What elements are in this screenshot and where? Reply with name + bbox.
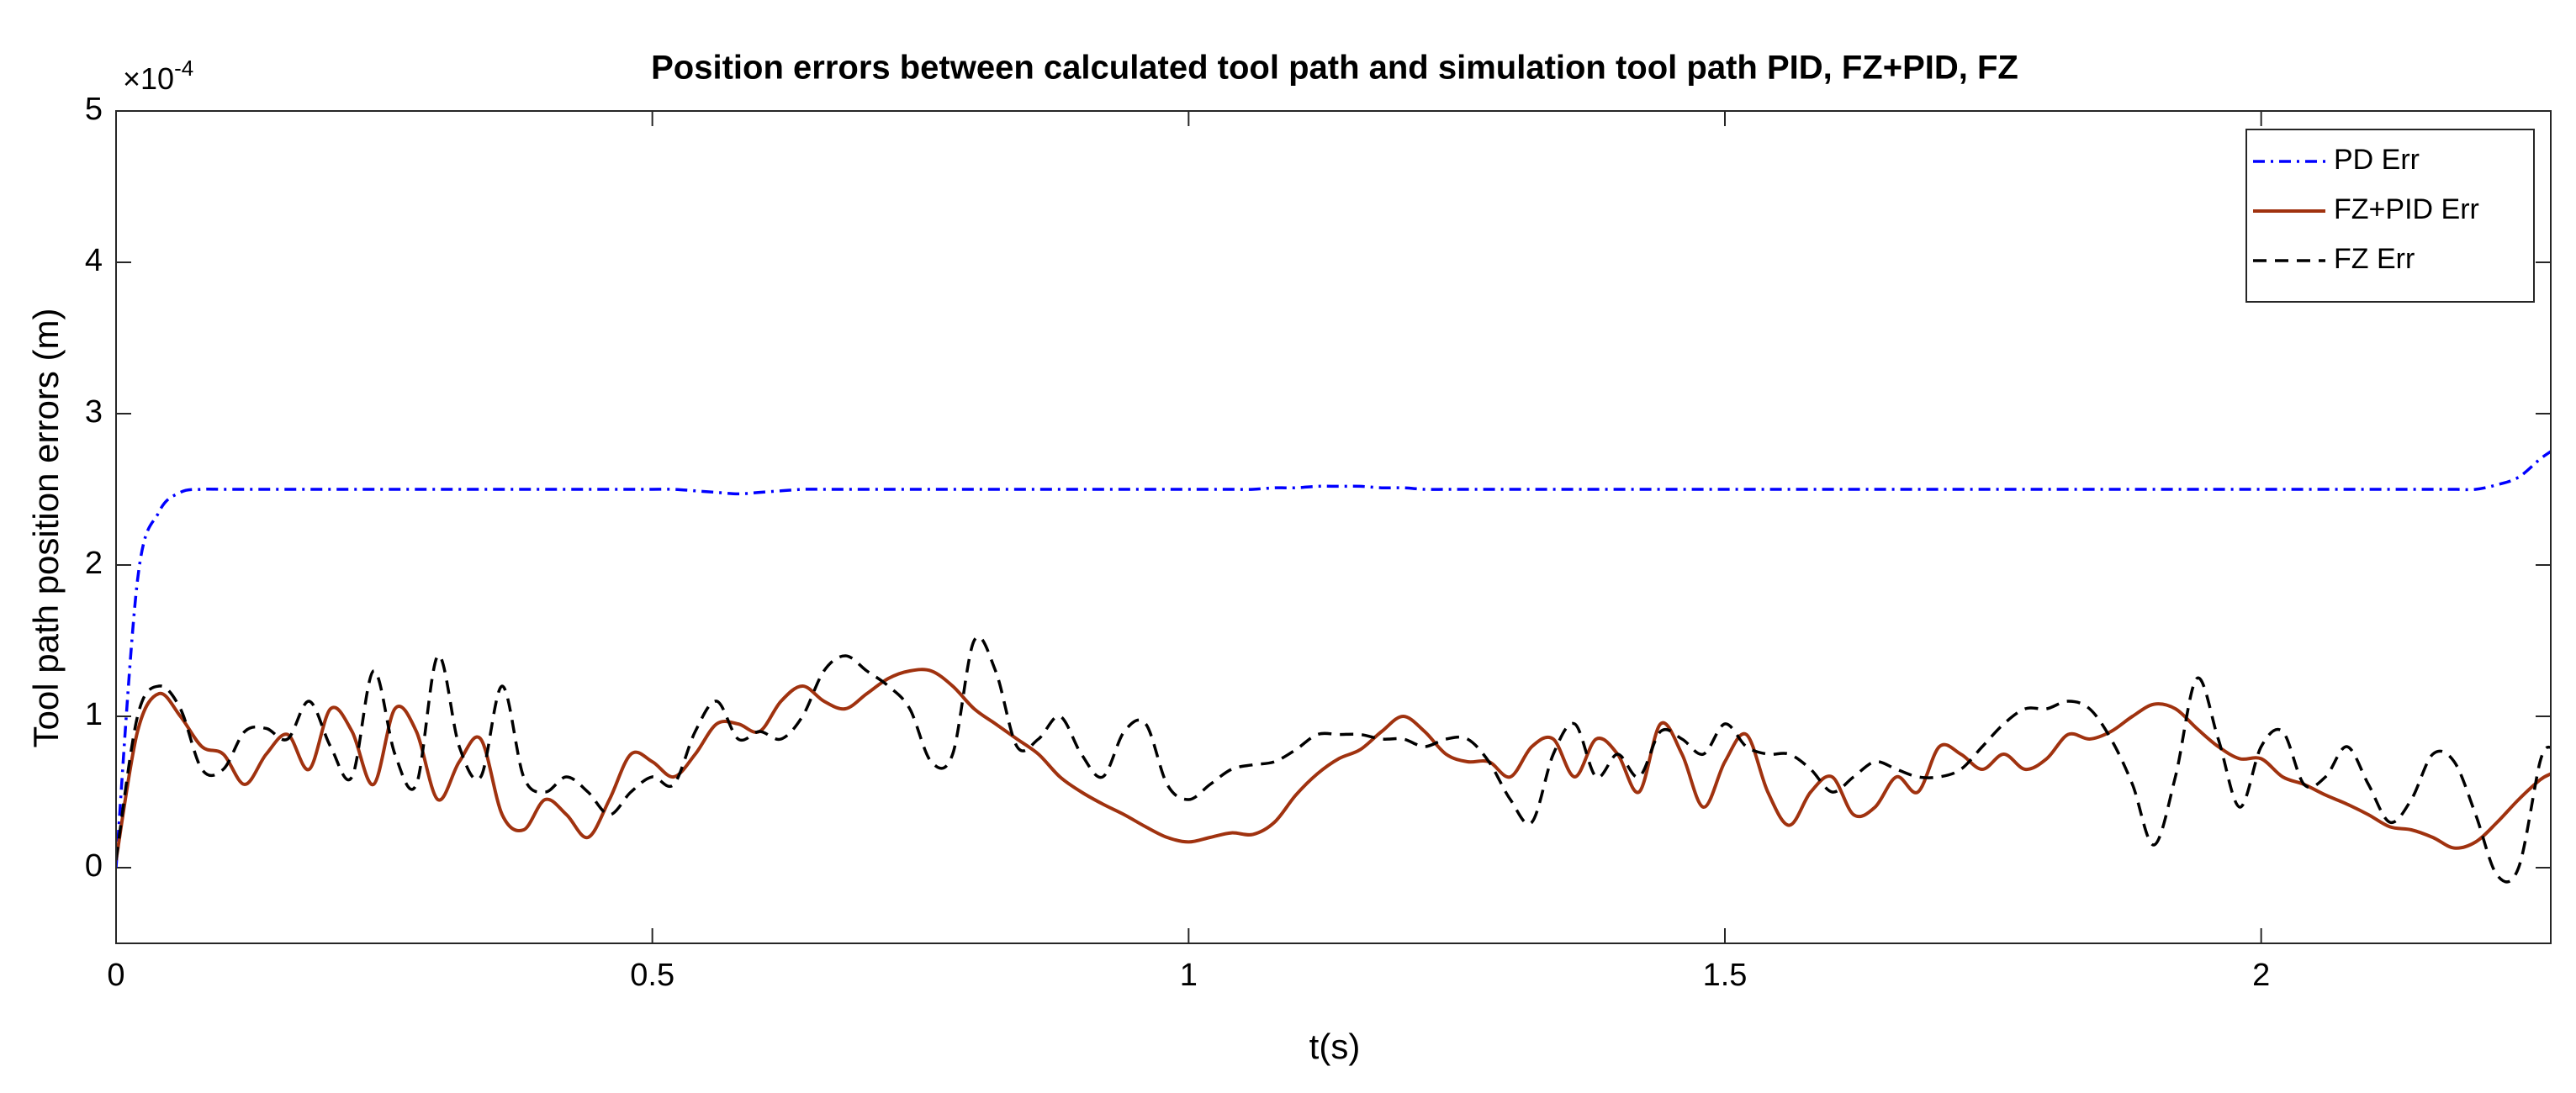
x-tick-label: 0 xyxy=(107,958,124,993)
x-axis-label: t(s) xyxy=(1309,1027,1361,1066)
y-tick-label: 1 xyxy=(85,697,103,732)
axes-box xyxy=(115,110,2552,944)
chart-title: Position errors between calculated tool … xyxy=(651,50,2018,87)
y-tick-label: 2 xyxy=(85,546,103,581)
x-tick-label: 0.5 xyxy=(630,958,674,993)
x-tick-label: 1 xyxy=(1180,958,1198,993)
legend-label: FZ Err xyxy=(2334,243,2415,275)
exponent-base: ×10 xyxy=(123,61,174,96)
series-line xyxy=(116,450,2551,869)
y-tick-label: 4 xyxy=(85,243,103,278)
legend-box xyxy=(2245,129,2535,303)
exponent-power: -4 xyxy=(174,55,193,81)
y-axis-label: Tool path position errors (m) xyxy=(26,309,66,748)
y-exponent: ×10-4 xyxy=(123,55,193,96)
series-line xyxy=(116,635,2551,884)
y-tick-label: 0 xyxy=(85,848,103,884)
plot-area xyxy=(116,111,2551,943)
x-tick-label: 2 xyxy=(2252,958,2270,993)
x-tick-label: 1.5 xyxy=(1703,958,1748,993)
legend-label: FZ+PID Err xyxy=(2334,193,2479,225)
y-tick-label: 5 xyxy=(85,92,103,127)
series-line xyxy=(116,668,2551,861)
y-tick-label: 3 xyxy=(85,394,103,430)
legend-label: PD Err xyxy=(2334,144,2420,176)
